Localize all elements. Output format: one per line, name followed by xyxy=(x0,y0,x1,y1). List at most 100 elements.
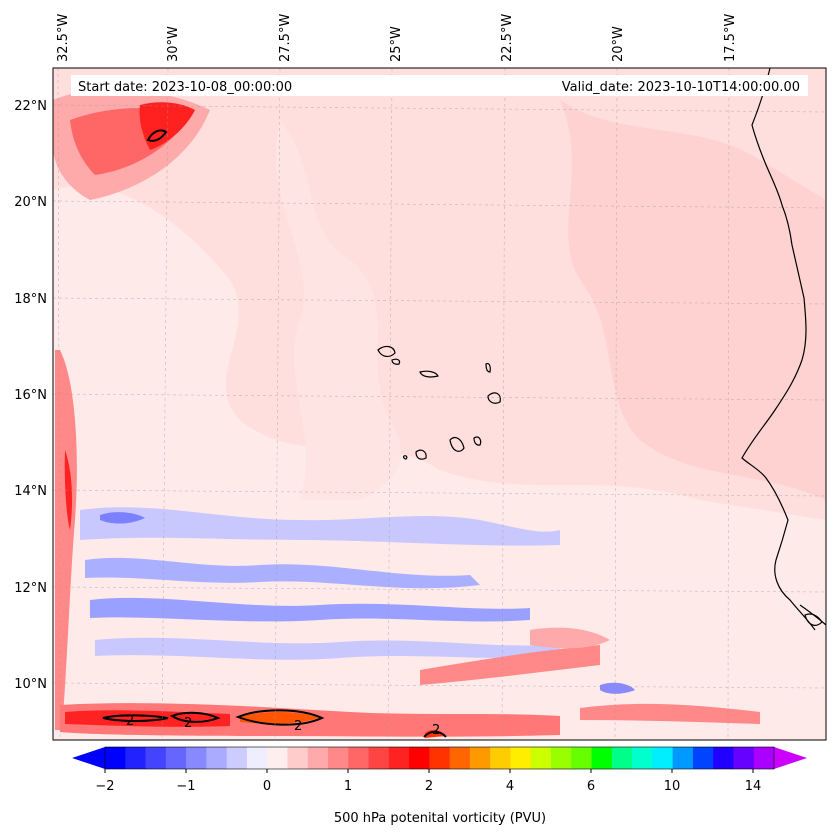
colorbar-label-10: 10 xyxy=(664,779,681,794)
lon-label-20: 20°W xyxy=(611,26,626,62)
pv-contour-2 xyxy=(169,711,221,723)
colorbar-label-m2: −2 xyxy=(95,779,114,794)
gridline-lat-20 xyxy=(52,200,827,209)
contour-label-3: 2 xyxy=(294,719,302,734)
cape-verde-island-9 xyxy=(403,455,408,460)
coastline xyxy=(377,67,827,631)
contour-label-1: 2 xyxy=(126,714,134,729)
pv-contour-4 xyxy=(423,730,447,738)
colorbar-cell xyxy=(469,747,491,769)
cape-verde-island-6 xyxy=(449,436,465,452)
colorbar-cell xyxy=(206,747,228,769)
gridline-lat-14 xyxy=(52,489,827,497)
pv-field-east-region xyxy=(560,100,826,500)
colorbar-cell xyxy=(125,747,147,769)
pv-contour-nw xyxy=(146,129,168,142)
colorbar-frame xyxy=(104,746,775,770)
colorbar-cell xyxy=(490,747,512,769)
colorbar-cells xyxy=(105,747,775,769)
lat-label-12: 12°N xyxy=(14,581,47,596)
pv-negative-band-6 xyxy=(600,682,635,694)
colorbar-under-arrow xyxy=(72,747,105,769)
latitude-labels: 22°N 20°N 18°N 16°N 14°N 12°N 10°N xyxy=(14,99,47,692)
pv-negative-bands xyxy=(80,507,635,694)
cape-verde-island-1 xyxy=(377,345,396,357)
colorbar-cell xyxy=(287,747,309,769)
pv-negative-band-4 xyxy=(95,637,560,660)
lon-label-30: 30°W xyxy=(166,26,181,62)
colorbar-cell xyxy=(591,747,613,769)
gridline-lon-22-5 xyxy=(501,67,506,741)
lat-label-18: 18°N xyxy=(14,292,47,307)
colorbar-cell xyxy=(449,747,471,769)
lon-label-27-5: 27.5°W xyxy=(278,14,293,62)
valid-date-label: Valid_date: 2023-10-10T14:00:00.00 xyxy=(562,80,800,95)
pv-field-central-band xyxy=(275,120,401,500)
cape-verde-island-5 xyxy=(487,392,501,404)
lat-label-14: 14°N xyxy=(14,484,47,499)
lat-label-10: 10°N xyxy=(14,677,47,692)
pv-contour-labels: 2 2 2 2 xyxy=(126,714,440,738)
colorbar-cell xyxy=(348,747,370,769)
pv-contour-3 xyxy=(235,709,325,726)
colorbar-cell xyxy=(672,747,694,769)
gridline-lat-12 xyxy=(52,586,827,593)
colorbar-ticks xyxy=(104,769,754,773)
colorbar-cell xyxy=(388,747,410,769)
colorbar-cell xyxy=(429,747,451,769)
pv-southeast-streak xyxy=(580,703,760,724)
start-date-box xyxy=(71,75,808,96)
lat-label-20: 20°N xyxy=(14,195,47,210)
colorbar-cell xyxy=(632,747,653,769)
colorbar-label-14: 14 xyxy=(745,779,762,794)
pv-contour-1 xyxy=(102,714,169,722)
colorbar-cell xyxy=(186,747,207,769)
contour-label-2: 2 xyxy=(184,716,192,731)
colorbar-label-1: 1 xyxy=(344,779,352,794)
colorbar-title: 500 hPa potenital vorticity (PVU) xyxy=(334,811,546,826)
colorbar: −2 −1 0 1 2 4 6 10 14 500 hPa potenital … xyxy=(72,746,807,826)
lon-label-32-5: 32.5°W xyxy=(56,14,71,62)
colorbar-label-0: 0 xyxy=(263,779,271,794)
cape-verde-island-7 xyxy=(473,436,482,446)
colorbar-label-4: 4 xyxy=(506,779,514,794)
colorbar-label-m1: −1 xyxy=(176,779,195,794)
pv-negative-band-1 xyxy=(80,507,560,546)
pv-south-bottom-orange xyxy=(240,712,320,724)
pv-negative-band-5 xyxy=(100,512,145,524)
gridline-lat-18 xyxy=(52,297,827,305)
pv-south-bottom-core xyxy=(65,710,230,727)
gridline-lat-10 xyxy=(52,682,827,689)
colorbar-cell xyxy=(510,747,532,769)
lon-label-22-5: 22.5°W xyxy=(500,14,515,62)
colorbar-cell xyxy=(713,747,735,769)
cape-verde-island-4 xyxy=(485,362,491,373)
cape-verde-island-3 xyxy=(419,370,439,378)
pv-negative-band-3 xyxy=(90,597,530,622)
lat-label-22: 22°N xyxy=(14,99,47,114)
map-frame xyxy=(52,67,827,741)
map-panel: 2 2 2 2 xyxy=(52,67,827,741)
gridline-lon-17-5 xyxy=(727,67,730,741)
colorbar-cell xyxy=(611,747,633,769)
colorbar-cell xyxy=(145,747,167,769)
colorbar-cell xyxy=(652,747,674,769)
graticule xyxy=(52,67,827,741)
lon-label-17-5: 17.5°W xyxy=(723,14,738,62)
colorbar-cell xyxy=(226,747,248,769)
colorbar-cell xyxy=(368,747,390,769)
longitude-labels: 32.5°W 30°W 27.5°W 25°W 22.5°W 20°W 17.5… xyxy=(56,14,738,62)
colorbar-over-arrow xyxy=(774,747,807,769)
pv-south-streaks xyxy=(60,627,760,738)
lon-label-25: 25°W xyxy=(389,26,404,62)
colorbar-cell xyxy=(105,747,126,769)
pv-west-edge-column xyxy=(55,350,77,730)
colorbar-cell xyxy=(530,747,552,769)
gridline-lon-27-5 xyxy=(274,67,281,741)
pv-south-streak-2 xyxy=(530,627,610,649)
west-africa-coast xyxy=(741,67,816,631)
pv-high-streak-nw-core xyxy=(139,102,195,150)
colorbar-tick-labels: −2 −1 0 1 2 4 6 10 14 xyxy=(95,779,761,794)
africa-island-coast xyxy=(804,613,823,626)
